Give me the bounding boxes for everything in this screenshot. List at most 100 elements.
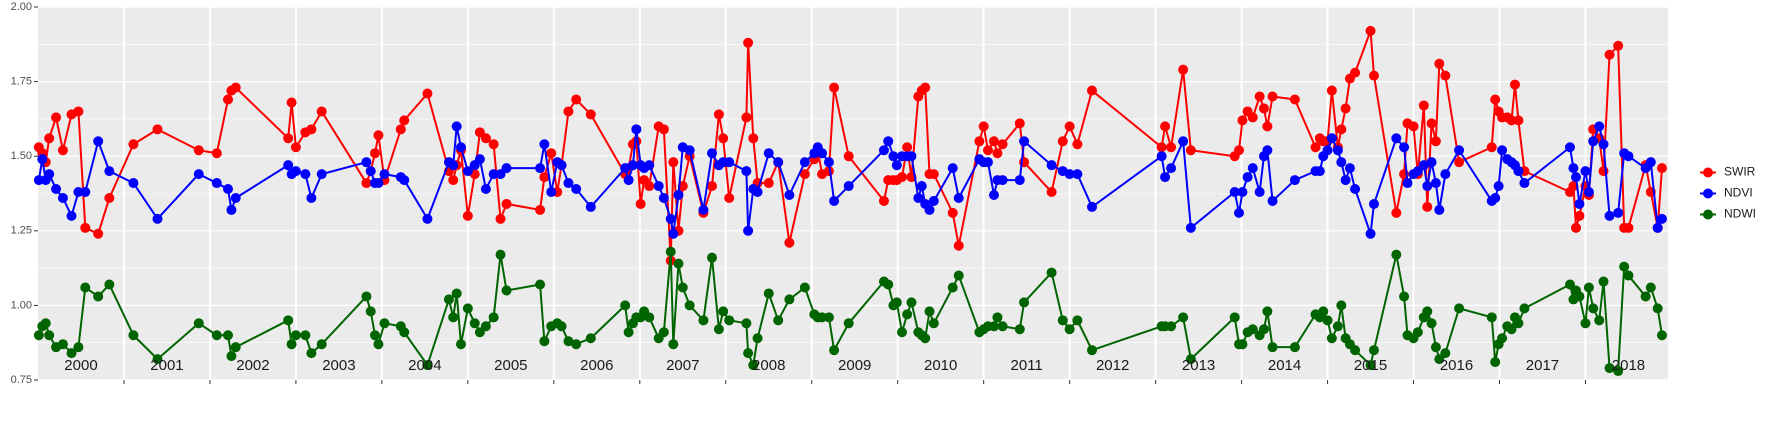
data-point: [443, 294, 454, 305]
data-point: [843, 181, 854, 192]
data-point: [33, 175, 44, 186]
data-point: [843, 151, 854, 162]
data-point: [51, 184, 62, 195]
data-point: [422, 360, 433, 371]
data-point: [1019, 297, 1030, 308]
data-point: [1513, 318, 1524, 329]
data-point: [992, 148, 1003, 159]
data-point: [316, 106, 327, 117]
data-point: [1506, 115, 1517, 126]
data-point: [451, 121, 462, 132]
legend-marker: [1703, 167, 1713, 178]
data-point: [1350, 345, 1361, 356]
data-point: [1156, 151, 1167, 162]
data-point: [1267, 91, 1278, 102]
data-point: [1454, 303, 1465, 314]
data-point: [1656, 163, 1667, 174]
data-point: [1430, 178, 1441, 189]
data-point: [982, 157, 993, 168]
data-point: [891, 160, 902, 171]
data-point: [66, 210, 77, 221]
data-point: [222, 184, 233, 195]
data-point: [823, 312, 834, 323]
data-point: [80, 187, 91, 198]
data-point: [539, 139, 550, 150]
data-point: [211, 148, 222, 159]
data-point: [1166, 142, 1177, 153]
data-point: [300, 330, 311, 341]
data-point: [1229, 312, 1240, 323]
data-point: [1242, 172, 1253, 183]
data-point: [713, 324, 724, 335]
data-point: [193, 318, 204, 329]
data-point: [916, 181, 927, 192]
x-tick-label: 2014: [1268, 357, 1301, 374]
data-point: [888, 151, 899, 162]
data-point: [897, 327, 908, 338]
data-point: [1613, 366, 1624, 377]
data-point: [455, 142, 466, 153]
data-point: [947, 163, 958, 174]
data-point: [743, 225, 754, 236]
data-point: [462, 210, 473, 221]
data-point: [752, 187, 763, 198]
data-point: [668, 228, 679, 239]
data-point: [1422, 181, 1433, 192]
data-point: [1652, 222, 1663, 233]
data-point: [1604, 363, 1615, 374]
data-point: [947, 282, 958, 293]
data-point: [1234, 207, 1245, 218]
data-point: [1440, 70, 1451, 81]
data-point: [563, 178, 574, 189]
data-point: [495, 249, 506, 260]
x-tick-label: 2000: [64, 357, 97, 374]
data-point: [992, 312, 1003, 323]
data-point: [1604, 49, 1615, 60]
data-point: [763, 288, 774, 299]
data-point: [631, 124, 642, 135]
data-point: [1588, 136, 1599, 147]
data-point: [1336, 300, 1347, 311]
data-point: [829, 82, 840, 93]
x-tick-label: 2003: [322, 357, 355, 374]
data-point: [1332, 145, 1343, 156]
data-point: [1350, 184, 1361, 195]
data-point: [1430, 342, 1441, 353]
data-point: [741, 318, 752, 329]
data-point: [784, 237, 795, 248]
data-point: [128, 178, 139, 189]
data-point: [1064, 169, 1075, 180]
data-point: [539, 336, 550, 347]
data-point: [1399, 291, 1410, 302]
data-point: [306, 124, 317, 135]
data-point: [1440, 348, 1451, 359]
data-point: [1185, 354, 1196, 365]
data-point: [644, 160, 655, 171]
data-point: [947, 207, 958, 218]
data-point: [1340, 103, 1351, 114]
data-point: [1613, 207, 1624, 218]
data-point: [743, 37, 754, 48]
data-point: [1234, 145, 1245, 156]
data-point: [1350, 67, 1361, 78]
data-point: [1426, 318, 1437, 329]
data-point: [763, 148, 774, 159]
data-point: [1185, 222, 1196, 233]
data-point: [585, 201, 596, 212]
data-point: [665, 246, 676, 257]
data-point: [422, 88, 433, 99]
data-point: [535, 204, 546, 215]
data-point: [1583, 282, 1594, 293]
data-point: [546, 148, 557, 159]
data-point: [365, 306, 376, 317]
data-point: [1014, 324, 1025, 335]
data-point: [1598, 139, 1609, 150]
data-point: [829, 195, 840, 206]
data-point: [361, 178, 372, 189]
x-tick-label: 2015: [1354, 357, 1387, 374]
data-point: [370, 330, 381, 341]
data-point: [1289, 175, 1300, 186]
data-point: [193, 169, 204, 180]
data-point: [997, 321, 1008, 332]
legend-label: SWIR: [1724, 165, 1756, 179]
